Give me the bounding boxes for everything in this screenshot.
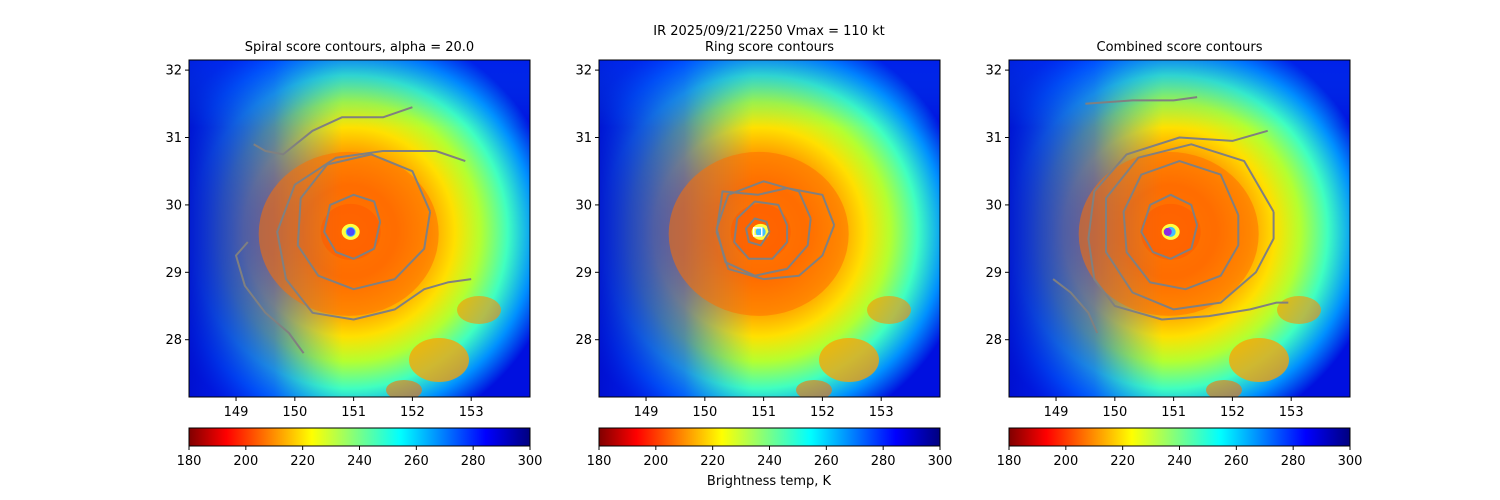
colorbar-tick-label: 220 bbox=[1110, 454, 1135, 469]
x-tick-label: 152 bbox=[810, 405, 835, 420]
convective-cell bbox=[1229, 338, 1289, 382]
x-tick-label: 150 bbox=[692, 405, 717, 420]
score-contour bbox=[1052, 278, 1099, 334]
colorbar-gradient bbox=[598, 427, 941, 447]
y-tick-label: 29 bbox=[575, 266, 592, 281]
y-tick-label: 30 bbox=[575, 198, 592, 213]
panel-1: Spiral score contours, alpha = 20.0 149 15… bbox=[165, 40, 542, 469]
score-contour bbox=[235, 241, 305, 354]
x-tick-label: 149 bbox=[1044, 405, 1069, 420]
colorbar-tick-label: 180 bbox=[997, 454, 1022, 469]
score-contour bbox=[1085, 96, 1198, 105]
colorbar-tick-label: 260 bbox=[404, 454, 429, 469]
score-contour bbox=[253, 106, 413, 156]
score-contour bbox=[276, 150, 472, 321]
convective-cell bbox=[796, 380, 832, 397]
colorbar-gradient bbox=[188, 427, 531, 447]
convective-cell bbox=[1277, 296, 1321, 324]
colorbar-tick-label: 300 bbox=[1338, 454, 1363, 469]
panel-title: Spiral score contours, alpha = 20.0 bbox=[245, 40, 474, 55]
y-tick-label: 32 bbox=[165, 64, 182, 79]
colorbar-tick-label: 260 bbox=[814, 454, 839, 469]
axes-frame bbox=[1008, 59, 1351, 398]
panel-title: Combined score contours bbox=[1097, 40, 1263, 55]
center-marker bbox=[1163, 227, 1172, 236]
figure-suptitle: IR 2025/09/21/2250 Vmax = 110 kt bbox=[653, 24, 884, 39]
y-tick-label: 28 bbox=[985, 333, 1002, 348]
x-tick-label: 153 bbox=[459, 405, 484, 420]
axes-frame bbox=[598, 59, 941, 398]
colorbar-tick-label: 300 bbox=[518, 454, 543, 469]
colorbar-tick-label: 280 bbox=[461, 454, 486, 469]
convective-cell bbox=[386, 380, 422, 397]
y-tick-label: 28 bbox=[575, 333, 592, 348]
x-tick-label: 150 bbox=[282, 405, 307, 420]
y-tick-label: 31 bbox=[165, 131, 182, 146]
panel-3: Combined score contours 149 150 151 152 153 28… bbox=[985, 40, 1362, 469]
convective-cell bbox=[867, 296, 911, 324]
y-tick-label: 32 bbox=[985, 64, 1002, 79]
score-contour bbox=[323, 193, 382, 260]
colorbar: 180 200 220 240 260 280 300 bbox=[177, 427, 543, 469]
colorbar-tick-label: 240 bbox=[1167, 454, 1192, 469]
x-tick-label: 149 bbox=[224, 405, 249, 420]
convective-cell bbox=[457, 296, 501, 324]
x-tick-label: 150 bbox=[1102, 405, 1127, 420]
colorbar-tick-label: 280 bbox=[871, 454, 896, 469]
convective-cell bbox=[819, 338, 879, 382]
score-contour bbox=[1087, 129, 1289, 321]
center-marker bbox=[346, 227, 355, 236]
colorbar-tick-label: 240 bbox=[757, 454, 782, 469]
score-contour bbox=[1105, 143, 1275, 311]
colorbar-gradient bbox=[1008, 427, 1351, 447]
colorbar: 180 200 220 240 260 280 300 bbox=[587, 427, 953, 469]
panel-2: Ring score contours 149 150 151 152 153 28 29 30… bbox=[575, 40, 952, 469]
colorbar-tick-label: 280 bbox=[1281, 454, 1306, 469]
y-tick-label: 31 bbox=[575, 131, 592, 146]
convective-cell bbox=[1206, 380, 1242, 397]
ir-imagery bbox=[1009, 60, 1350, 397]
colorbar-tick-label: 220 bbox=[290, 454, 315, 469]
y-tick-label: 30 bbox=[165, 198, 182, 213]
score-contour bbox=[1140, 193, 1199, 260]
score-contour bbox=[745, 217, 771, 247]
y-tick-label: 28 bbox=[165, 333, 182, 348]
y-tick-label: 30 bbox=[985, 198, 1002, 213]
colorbar-tick-label: 200 bbox=[1053, 454, 1078, 469]
x-tick-label: 152 bbox=[1220, 405, 1245, 420]
ir-imagery bbox=[189, 60, 530, 397]
x-tick-label: 151 bbox=[1161, 405, 1186, 420]
eye bbox=[755, 226, 766, 237]
y-tick-label: 29 bbox=[165, 266, 182, 281]
y-tick-label: 31 bbox=[985, 131, 1002, 146]
colorbar: 180 200 220 240 260 280 300 bbox=[997, 427, 1363, 469]
x-tick-label: 152 bbox=[400, 405, 425, 420]
colorbar-tick-label: 220 bbox=[700, 454, 725, 469]
y-tick-label: 32 bbox=[575, 64, 592, 79]
panel-title: Ring score contours bbox=[705, 40, 834, 55]
colorbar-tick-label: 200 bbox=[643, 454, 668, 469]
score-contour bbox=[715, 187, 836, 281]
ir-imagery bbox=[599, 60, 940, 397]
colorbar-tick-label: 180 bbox=[587, 454, 612, 469]
score-contour bbox=[296, 153, 432, 291]
colorbar-tick-label: 200 bbox=[233, 454, 258, 469]
x-tick-label: 153 bbox=[869, 405, 894, 420]
colorbar-tick-label: 300 bbox=[928, 454, 953, 469]
colorbar-tick-label: 180 bbox=[177, 454, 202, 469]
colorbar-label: Brightness temp, K bbox=[707, 474, 832, 489]
x-tick-label: 153 bbox=[1279, 405, 1304, 420]
x-tick-label: 151 bbox=[341, 405, 366, 420]
convective-cell bbox=[409, 338, 469, 382]
score-contour bbox=[733, 200, 789, 260]
score-contour bbox=[1122, 160, 1240, 291]
colorbar-tick-label: 240 bbox=[347, 454, 372, 469]
colorbar-tick-label: 260 bbox=[1224, 454, 1249, 469]
x-tick-label: 149 bbox=[634, 405, 659, 420]
center-marker bbox=[752, 227, 763, 237]
x-tick-label: 151 bbox=[751, 405, 776, 420]
axes-frame bbox=[188, 59, 531, 398]
y-tick-label: 29 bbox=[985, 266, 1002, 281]
